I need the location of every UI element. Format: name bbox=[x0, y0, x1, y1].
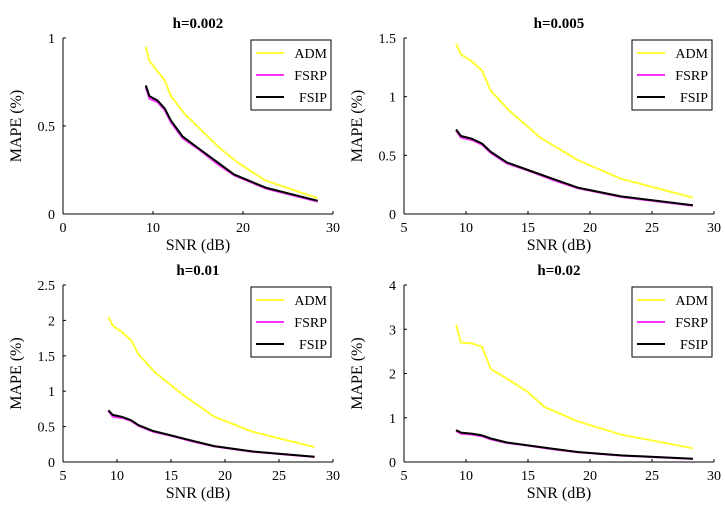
x-tick-label: 15 bbox=[521, 469, 535, 484]
x-tick-label: 30 bbox=[326, 469, 340, 484]
y-axis-label: MAPE (%) bbox=[8, 90, 25, 162]
legend-label-fsrp: FSRP bbox=[294, 69, 327, 84]
y-tick-label: 3 bbox=[389, 323, 396, 338]
y-tick-label: 1 bbox=[48, 32, 55, 47]
y-tick-label: 0 bbox=[389, 456, 396, 471]
x-tick-label: 20 bbox=[236, 221, 250, 236]
x-tick-label: 10 bbox=[459, 221, 473, 236]
y-tick-label: 0.5 bbox=[38, 421, 56, 436]
series-line-fsip bbox=[455, 429, 693, 460]
legend-label-adm: ADM bbox=[294, 47, 327, 62]
x-axis-label: SNR (dB) bbox=[166, 237, 230, 254]
legend-label-fsip: FSIP bbox=[299, 338, 327, 353]
x-tick-label: 25 bbox=[272, 469, 286, 484]
chart-panel-1: 0 10 20 30 0 0.5 1 h=0.002 SNR (dB) MAPE (%) ADM FS… bbox=[8, 16, 340, 254]
legend-label-fsip: FSIP bbox=[680, 338, 708, 353]
y-tick-label: 0 bbox=[48, 456, 55, 471]
y-axis-label: MAPE (%) bbox=[349, 90, 366, 162]
x-axis-label: SNR (dB) bbox=[527, 485, 591, 502]
y-tick-label: 4 bbox=[389, 279, 396, 294]
x-tick-label: 10 bbox=[110, 469, 124, 484]
y-tick-label: 1.5 bbox=[379, 32, 397, 47]
x-tick-label: 20 bbox=[218, 469, 232, 484]
x-axis-label: SNR (dB) bbox=[166, 485, 230, 502]
legend-label-fsip: FSIP bbox=[680, 91, 708, 106]
y-tick-label: 1 bbox=[389, 412, 396, 427]
x-tick-label: 20 bbox=[583, 221, 597, 236]
series-line-adm bbox=[455, 43, 694, 199]
series-line-fsrp bbox=[107, 410, 315, 458]
legend-label-fsip: FSIP bbox=[299, 91, 327, 106]
chart-panel-3: 5 10 15 20 25 30 0 0.5 1 1.5 2 2.5 h=0.01 SNR (dB) MAP… bbox=[8, 263, 340, 502]
series-line-fsrp bbox=[455, 430, 693, 460]
legend-label-adm: ADM bbox=[675, 47, 708, 62]
y-tick-label: 0 bbox=[389, 208, 396, 223]
y-tick-label: 0.5 bbox=[38, 120, 56, 135]
legend-label-adm: ADM bbox=[294, 294, 327, 309]
x-tick-label: 5 bbox=[60, 469, 67, 484]
x-tick-label: 10 bbox=[459, 469, 473, 484]
x-tick-label: 5 bbox=[401, 469, 408, 484]
x-tick-label: 5 bbox=[401, 221, 408, 236]
y-tick-label: 1.5 bbox=[38, 350, 56, 365]
chart-title: h=0.002 bbox=[173, 16, 224, 32]
x-tick-label: 30 bbox=[326, 221, 340, 236]
series-line-fsip bbox=[144, 85, 318, 202]
series-line-adm bbox=[107, 316, 315, 449]
x-tick-label: 15 bbox=[164, 469, 178, 484]
y-tick-label: 2 bbox=[48, 314, 55, 329]
chart-title: h=0.01 bbox=[176, 263, 219, 279]
legend-label-fsrp: FSRP bbox=[294, 316, 327, 331]
x-axis-label: SNR (dB) bbox=[527, 237, 591, 254]
legend-label-fsrp: FSRP bbox=[675, 69, 708, 84]
series-line-fsip bbox=[107, 409, 315, 458]
y-axis-label: MAPE (%) bbox=[349, 337, 366, 409]
y-tick-label: 2 bbox=[389, 368, 396, 383]
x-tick-label: 25 bbox=[645, 469, 659, 484]
y-tick-label: 0 bbox=[48, 208, 55, 223]
y-axis-label: MAPE (%) bbox=[8, 337, 25, 409]
y-tick-label: 0.5 bbox=[379, 149, 397, 164]
chart-title: h=0.02 bbox=[537, 263, 580, 279]
x-tick-label: 10 bbox=[146, 221, 160, 236]
series-line-adm bbox=[455, 324, 694, 450]
y-tick-label: 2.5 bbox=[38, 279, 56, 294]
series-line-fsrp bbox=[455, 130, 694, 207]
x-tick-label: 15 bbox=[521, 221, 535, 236]
x-tick-label: 0 bbox=[60, 221, 67, 236]
chart-panel-4: 5 10 15 20 25 30 0 1 2 3 4 h=0.02 SNR (dB) MAPE (%) AD… bbox=[349, 263, 721, 502]
x-tick-label: 30 bbox=[707, 469, 721, 484]
series-line-fsip bbox=[455, 128, 694, 207]
x-tick-label: 30 bbox=[707, 221, 721, 236]
legend-label-fsrp: FSRP bbox=[675, 316, 708, 331]
y-tick-label: 1 bbox=[48, 385, 55, 400]
chart-panel-2: 5 10 15 20 25 30 0 0.5 1 1.5 h=0.005 SNR (dB) MAPE (… bbox=[349, 16, 721, 254]
chart-title: h=0.005 bbox=[534, 16, 585, 32]
series-line-adm bbox=[144, 46, 319, 200]
x-tick-label: 25 bbox=[645, 221, 659, 236]
y-tick-label: 1 bbox=[389, 91, 396, 106]
legend-label-adm: ADM bbox=[675, 294, 708, 309]
x-tick-label: 20 bbox=[583, 469, 597, 484]
